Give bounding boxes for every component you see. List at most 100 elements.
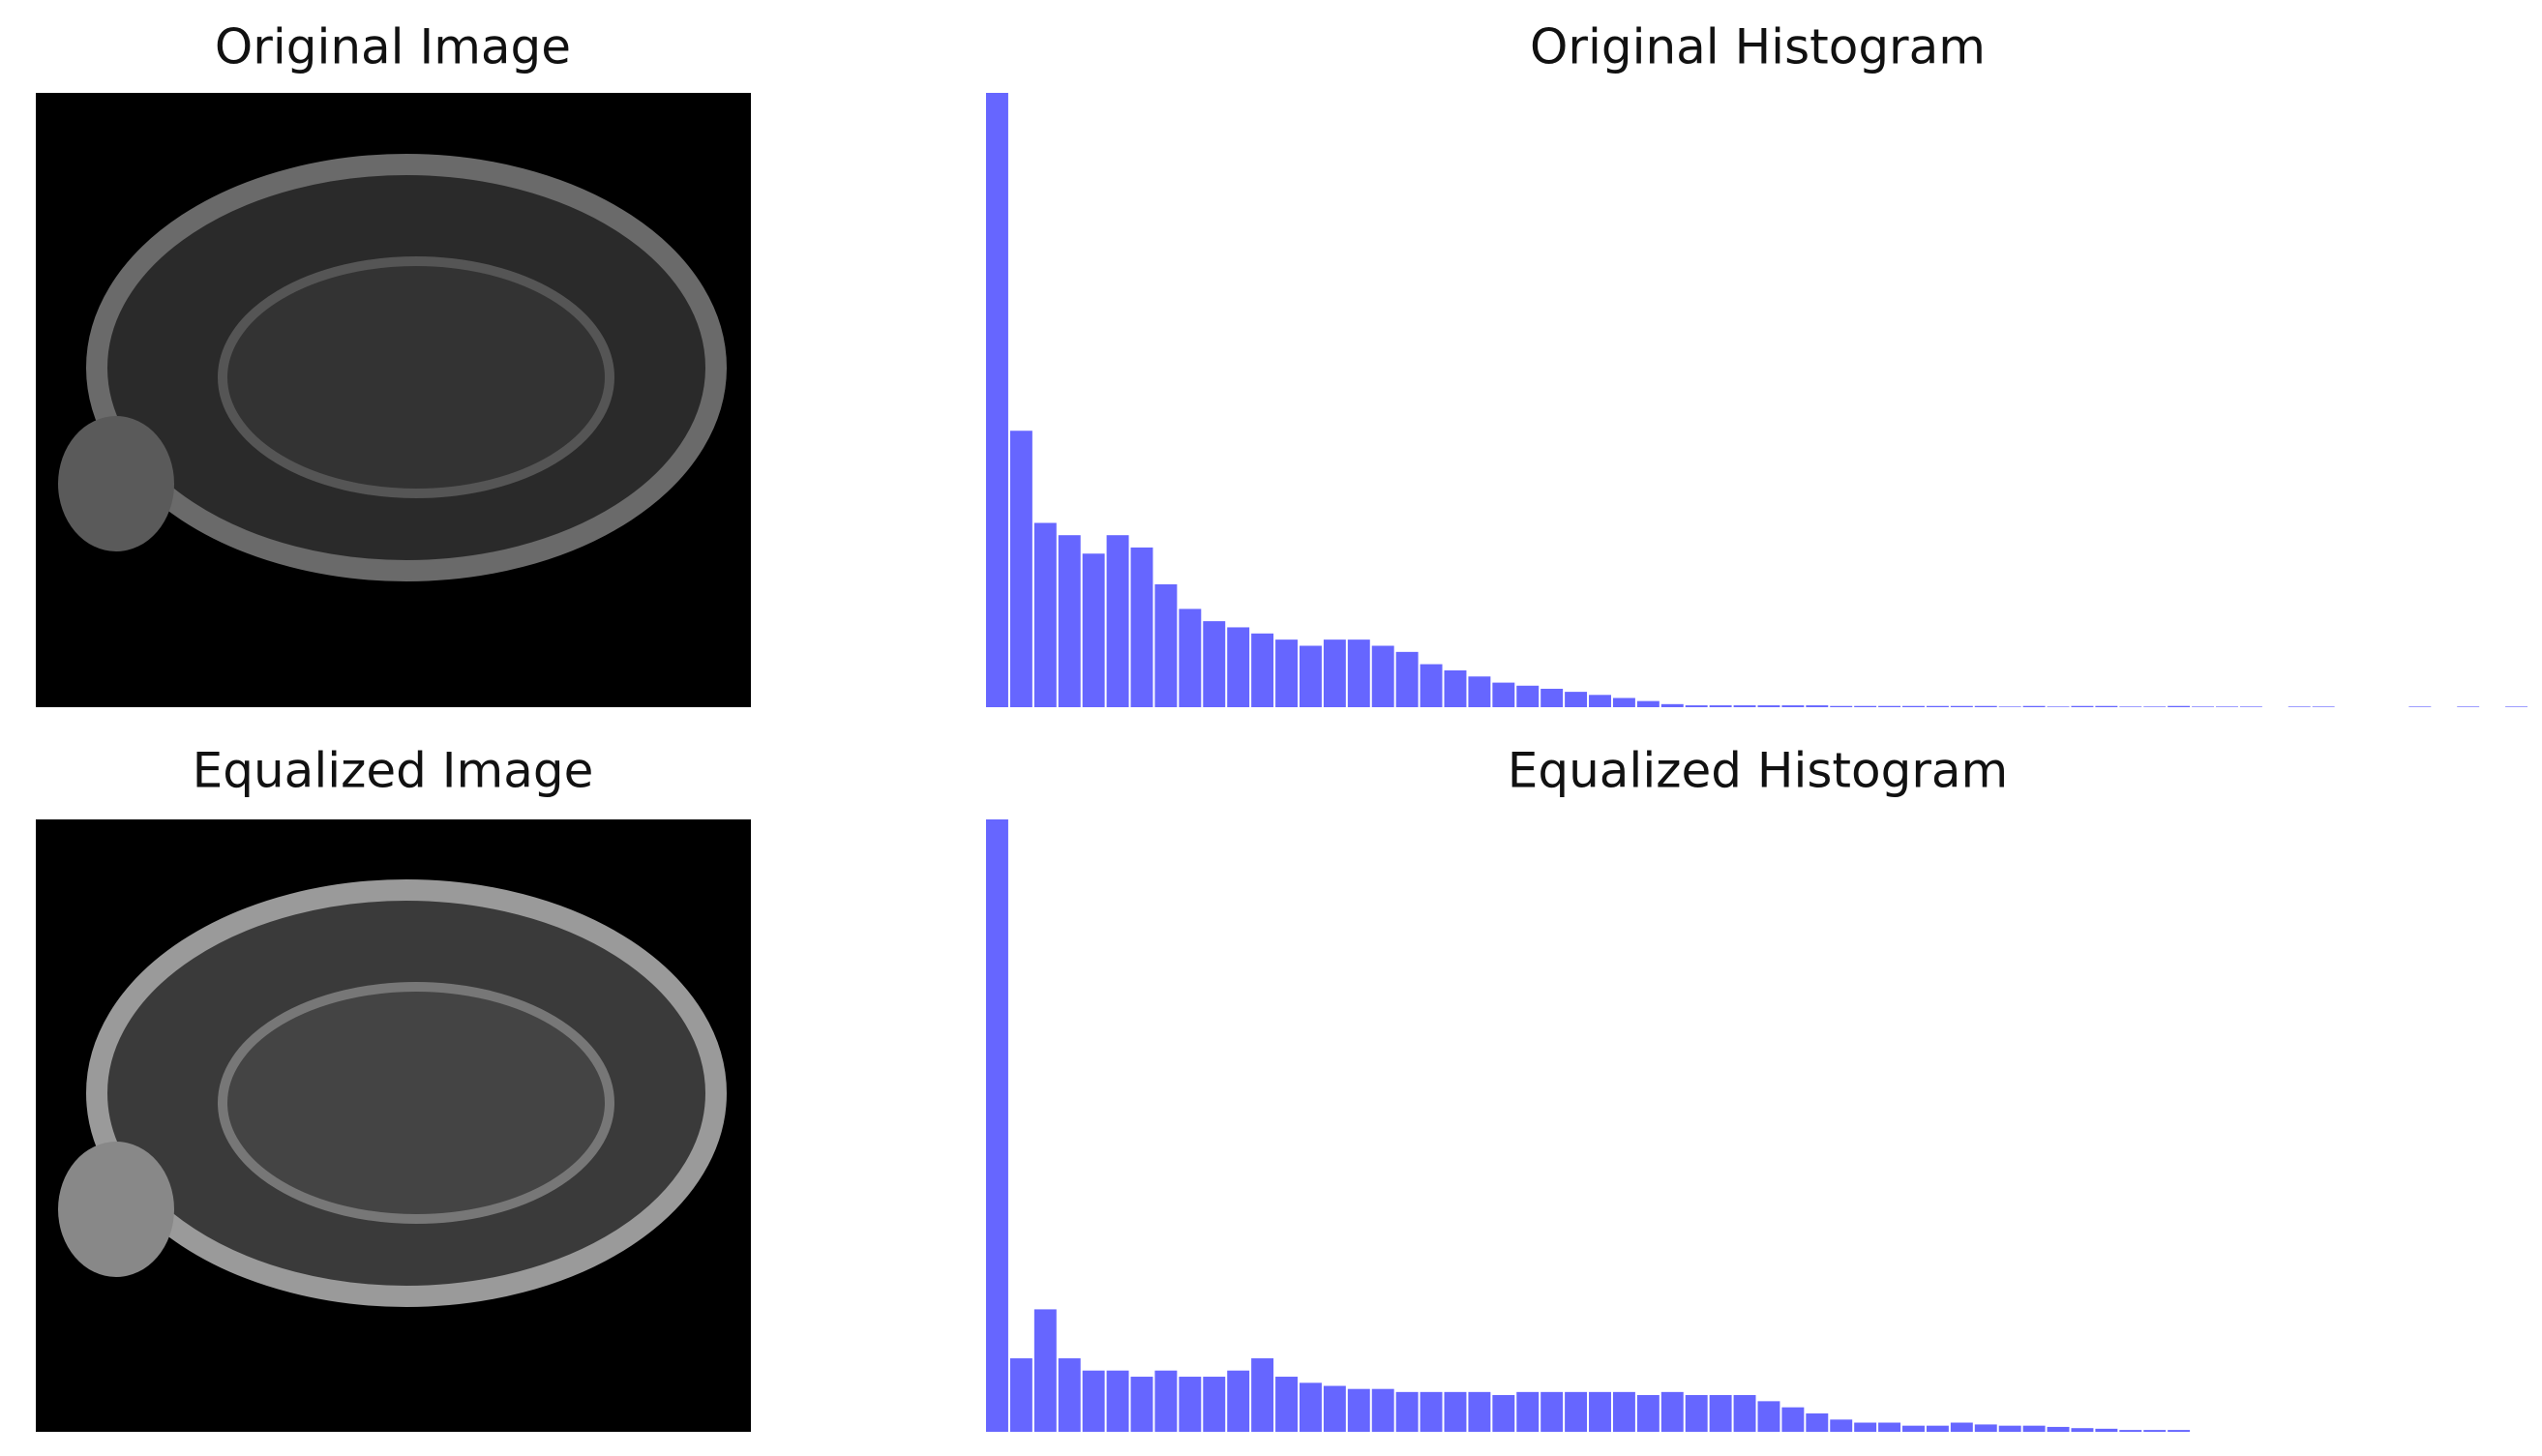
bar (2505, 706, 2528, 707)
bar (1636, 1395, 1660, 1432)
bar (1251, 633, 1274, 707)
bar (1203, 1377, 1226, 1432)
bar (1998, 1425, 2021, 1432)
bar (1058, 535, 1081, 707)
bar (1685, 1395, 1708, 1432)
bar (2095, 1428, 2118, 1432)
bar (1636, 700, 1660, 707)
bar (1902, 705, 1925, 707)
bar (2022, 705, 2046, 707)
bar (1420, 664, 1443, 707)
bar (1781, 1407, 1805, 1432)
bar (1299, 1382, 1322, 1432)
bar (1347, 1388, 1370, 1432)
bar (1154, 584, 1178, 707)
bar (1950, 1422, 1973, 1432)
bar (986, 819, 1008, 1432)
equalized-image (36, 819, 751, 1432)
original-image (36, 93, 751, 707)
bar (1492, 682, 1515, 707)
bar (1468, 676, 1491, 707)
bar (1926, 1425, 1949, 1432)
bar (2071, 705, 2094, 707)
bar (1395, 651, 1419, 707)
bar (1806, 1413, 1829, 1432)
bar (2047, 1426, 2070, 1432)
bar (1420, 1391, 1443, 1432)
bar (1009, 1358, 1032, 1432)
bar (1540, 688, 1564, 707)
bar (1781, 705, 1805, 707)
bar (986, 93, 1008, 707)
bar (1660, 703, 1684, 707)
bar (1902, 1425, 1925, 1432)
bar (1733, 705, 1756, 707)
bar (2022, 1425, 2046, 1432)
bar (1565, 1391, 1588, 1432)
bar (1251, 1358, 1274, 1432)
bar (1589, 695, 1611, 707)
bar (1033, 522, 1057, 707)
bar (1227, 1370, 1250, 1432)
bar (2143, 1430, 2167, 1432)
bar (1974, 705, 1997, 707)
bar (2216, 706, 2238, 707)
bar (2192, 706, 2215, 707)
bar (1444, 669, 1467, 707)
bar (1685, 705, 1708, 707)
bar (1371, 1388, 1394, 1432)
bar (1854, 705, 1877, 707)
bar (1950, 705, 1973, 707)
bar (1709, 705, 1732, 707)
bar (1082, 553, 1105, 707)
bar (1612, 698, 1635, 707)
bar (2168, 705, 2191, 707)
bar (1323, 1385, 1346, 1432)
bar (1299, 645, 1322, 707)
bar (1371, 645, 1394, 707)
bar (1757, 1401, 1780, 1432)
bar (2095, 705, 2118, 707)
bar (1009, 431, 1032, 707)
bar (1203, 621, 1226, 707)
bar (1154, 1370, 1178, 1432)
bar (1058, 1358, 1081, 1432)
image-title: Original Image (215, 19, 571, 75)
bar (1082, 1370, 1105, 1432)
bar (1516, 1391, 1540, 1432)
bar (1709, 1395, 1732, 1432)
bar (1106, 1370, 1129, 1432)
bar (1179, 1377, 1202, 1432)
bar (1757, 705, 1780, 707)
bar (2168, 1430, 2191, 1432)
bar (1878, 705, 1901, 707)
bar (1323, 639, 1346, 707)
image-title: Equalized Image (193, 743, 594, 799)
bar (2288, 706, 2311, 707)
bar (1347, 639, 1370, 707)
bar (2071, 1428, 2094, 1432)
bar (1854, 1422, 1877, 1432)
bar (1589, 1391, 1611, 1432)
bar (1492, 1395, 1515, 1432)
bar (1926, 705, 1949, 707)
bar (1878, 1422, 1901, 1432)
bar (1275, 1377, 1298, 1432)
bar (2239, 706, 2262, 707)
bar (1612, 1391, 1635, 1432)
bar (1106, 535, 1129, 707)
bar (1033, 1309, 1057, 1432)
bar (1468, 1391, 1491, 1432)
bar (1998, 706, 2021, 707)
chart-title: Equalized Histogram (1508, 743, 2008, 799)
bar (2047, 706, 2070, 707)
chart-title: Original Histogram (1530, 19, 1986, 75)
bar (1395, 1391, 1419, 1432)
bar (2119, 1430, 2142, 1432)
bar (1830, 1419, 1853, 1432)
bar (2143, 706, 2167, 707)
bar (1806, 705, 1829, 707)
bar (1660, 1391, 1684, 1432)
bar (1830, 705, 1853, 707)
